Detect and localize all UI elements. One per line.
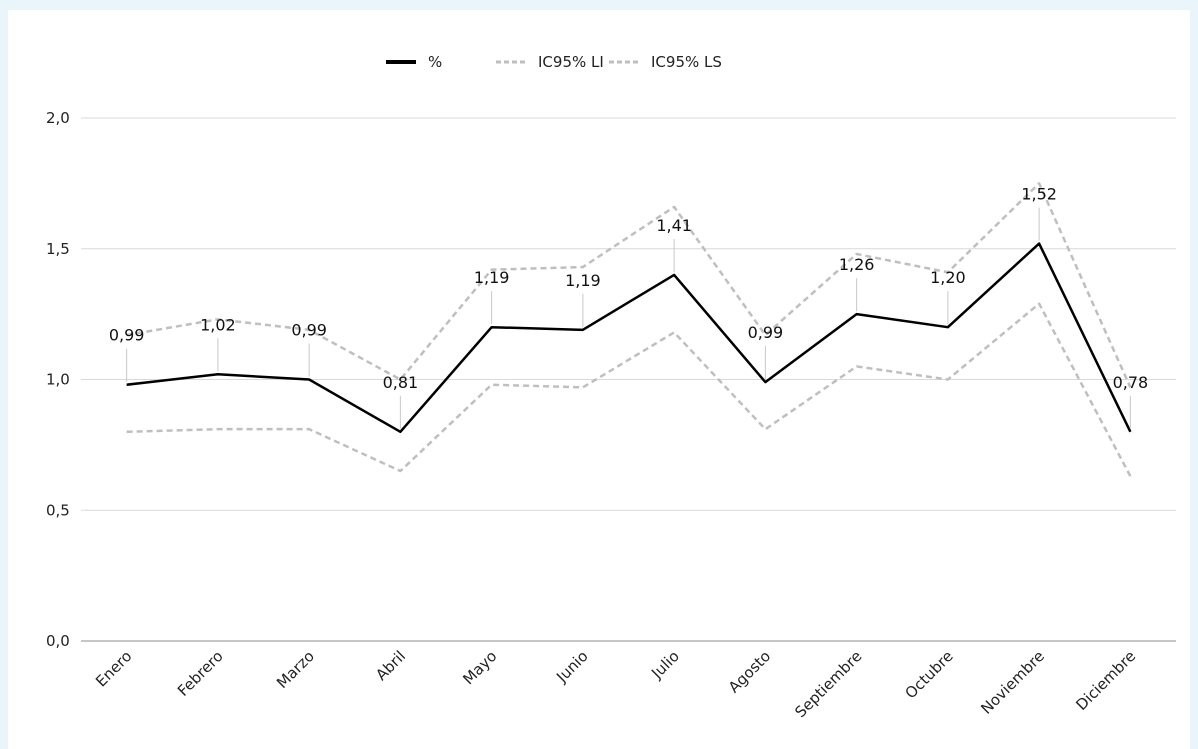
data-label: 0,99	[109, 326, 145, 345]
x-tick-label: Septiembre	[791, 647, 865, 721]
x-tick-label: Octubre	[902, 647, 957, 702]
legend-label: %	[428, 53, 442, 71]
data-label: 1,52	[1021, 185, 1057, 204]
legend-label: IC95% LS	[651, 53, 722, 71]
x-tick-label: Junio	[552, 647, 591, 686]
x-tick-label: Agosto	[725, 647, 774, 696]
data-label: 0,99	[748, 323, 784, 342]
data-label: 0,99	[291, 321, 327, 340]
x-tick-label: Abril	[372, 647, 409, 684]
y-tick-label: 0,5	[46, 501, 70, 519]
chart-card: 0,0 0,5 1,0 1,5 2,0 Enero Febrero Marzo Abril May…	[8, 10, 1190, 749]
y-tick-label: 2,0	[46, 109, 70, 127]
data-label: 1,26	[839, 255, 875, 274]
x-tick-label: Julio	[647, 647, 683, 683]
y-tick-label: 1,5	[46, 240, 70, 258]
data-label: 1,02	[200, 315, 236, 334]
x-tick-label: Mayo	[459, 647, 500, 688]
y-tick-label: 0,0	[46, 632, 70, 650]
data-label: 0,78	[1113, 373, 1149, 392]
data-label: 1,41	[656, 216, 692, 235]
x-tick-label: Febrero	[174, 647, 227, 700]
y-tick-label: 1,0	[46, 371, 70, 389]
series-line-0	[126, 242, 1132, 434]
data-label: 1,20	[930, 268, 966, 287]
line-chart: 0,0 0,5 1,0 1,5 2,0 Enero Febrero Marzo Abril May…	[46, 53, 1176, 721]
x-tick-label: Enero	[92, 647, 135, 690]
x-tick-label: Noviembre	[977, 647, 1048, 718]
series-line-1	[126, 302, 1132, 477]
data-label: 1,19	[474, 268, 510, 287]
x-tick-label: Marzo	[273, 647, 318, 692]
data-label: 1,19	[565, 271, 601, 290]
legend-label: IC95% LI	[538, 53, 604, 71]
series-line-2	[126, 182, 1132, 388]
x-tick-label: Diciembre	[1072, 647, 1139, 714]
data-label: 0,81	[383, 373, 419, 392]
